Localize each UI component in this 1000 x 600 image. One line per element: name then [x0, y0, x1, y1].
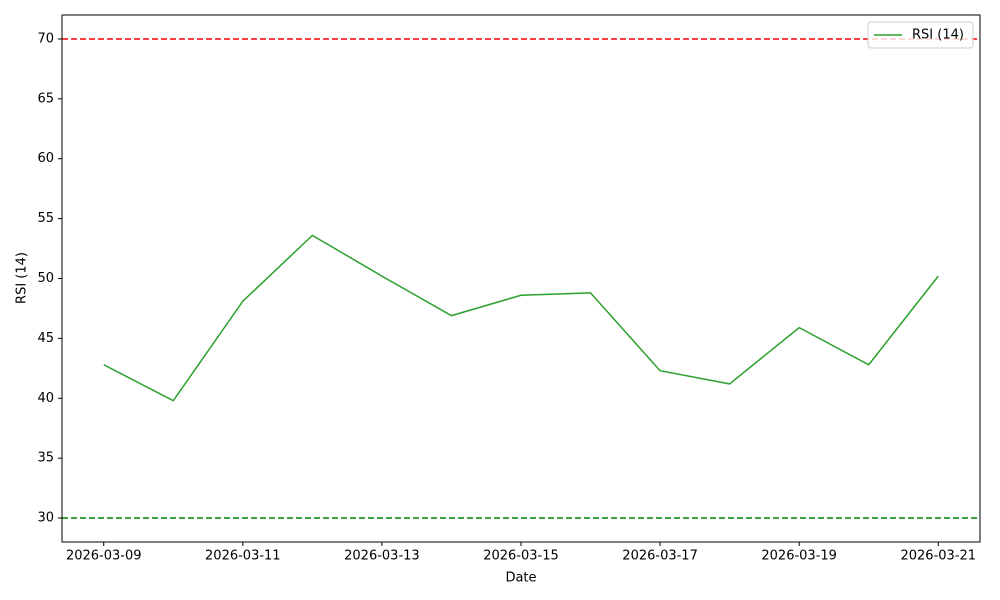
x-tick-label: 2026-03-09: [66, 549, 142, 564]
y-tick-label: 40: [37, 391, 54, 406]
y-tick-label: 35: [37, 451, 54, 466]
y-tick-label: 70: [37, 31, 54, 46]
x-axis-label: Date: [505, 571, 536, 586]
x-tick-label: 2026-03-11: [205, 549, 281, 564]
x-tick-label: 2026-03-19: [761, 549, 837, 564]
x-tick-label: 2026-03-15: [483, 549, 559, 564]
y-tick-label: 65: [37, 91, 54, 106]
y-axis-label: RSI (14): [15, 252, 30, 304]
legend-label: RSI (14): [912, 28, 964, 43]
x-tick-label: 2026-03-17: [622, 549, 698, 564]
legend-box: [867, 21, 974, 49]
y-tick-label: 50: [37, 271, 54, 286]
y-tick-label: 45: [37, 331, 54, 346]
plot-frame: [61, 14, 981, 543]
y-tick-label: 30: [37, 511, 54, 526]
x-tick-label: 2026-03-13: [344, 549, 420, 564]
line: [103, 234, 939, 402]
y-tick-label: 60: [37, 151, 54, 166]
x-tick-label: 2026-03-21: [900, 549, 976, 564]
y-tick-label: 55: [37, 211, 54, 226]
